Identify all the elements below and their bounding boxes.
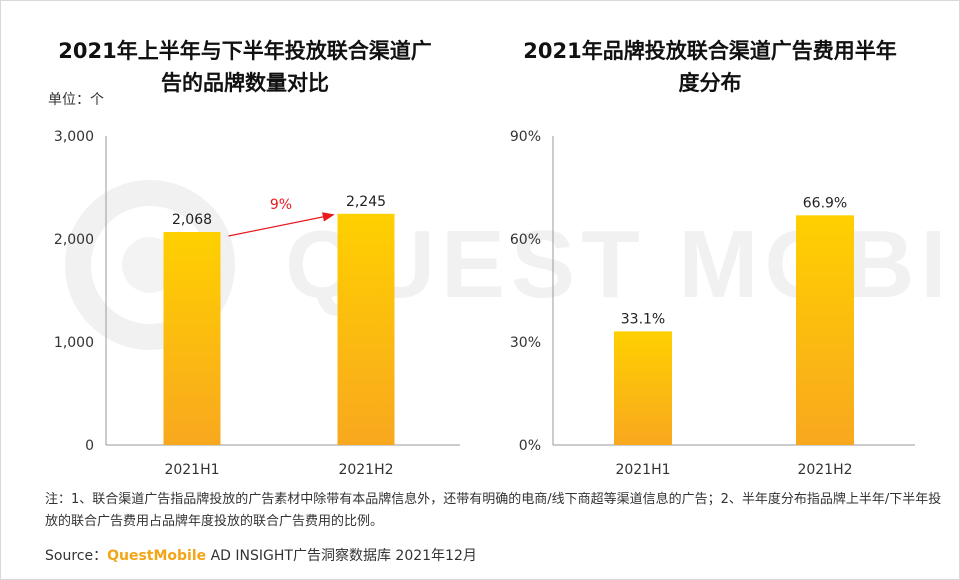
source-line: Source：QuestMobile AD INSIGHT广告洞察数据库 202…	[45, 545, 477, 565]
footnote: 注：1、联合渠道广告指品牌投放的广告素材中除带有本品牌信息外，还带有明确的电商/…	[45, 492, 942, 529]
source-label: Source：	[45, 548, 108, 564]
chart-title-left: 2021年上半年与下半年投放联合渠道广 告的品牌数量对比	[40, 35, 450, 99]
chart-title-right: 2021年品牌投放联合渠道广告费用半年 度分布	[500, 35, 920, 99]
source-brand: QuestMobile	[107, 548, 207, 564]
chart-title-left-line-1: 2021年上半年与下半年投放联合渠道广	[58, 39, 432, 63]
chart-title-right-line-2: 度分布	[678, 71, 742, 95]
source-detail: AD INSIGHT广告洞察数据库 2021年12月	[206, 548, 477, 564]
chart-title-left-line-2: 告的品牌数量对比	[161, 71, 329, 95]
unit-label: 单位：个	[48, 92, 104, 108]
chart-title-right-line-1: 2021年品牌投放联合渠道广告费用半年	[523, 39, 897, 63]
